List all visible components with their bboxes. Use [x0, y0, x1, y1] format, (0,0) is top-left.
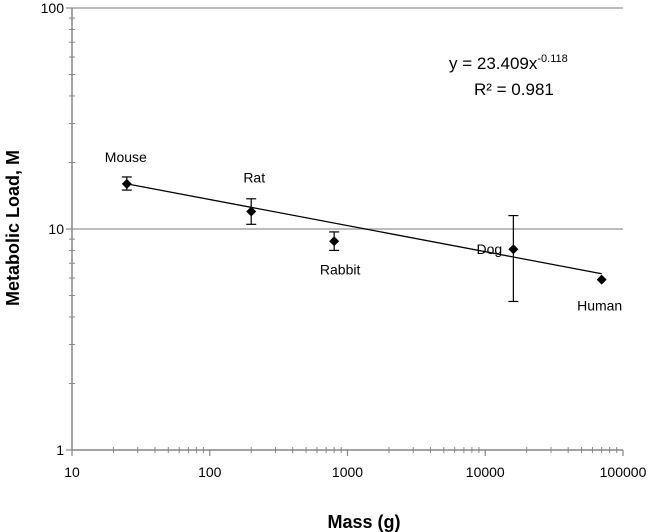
y-tick-label: 1: [56, 442, 64, 458]
x-tick-label: 1000: [332, 464, 363, 480]
data-point-human: [596, 274, 607, 285]
y-tick-label: 10: [48, 221, 64, 237]
trendline-group: [126, 183, 602, 275]
point-label-dog: Dog: [477, 241, 503, 257]
x-tick-label: 100: [198, 464, 222, 480]
y-axis-title: Metabolic Load, M: [3, 150, 23, 306]
gridlines: [72, 7, 623, 230]
data-markers: [121, 178, 607, 285]
y-tick-label: 100: [41, 0, 65, 16]
x-tick-label: 10000: [466, 464, 505, 480]
tick-marks: [66, 7, 624, 456]
point-label-rat: Rat: [243, 170, 265, 186]
trendline-equation: y = 23.409x-0.118: [449, 53, 568, 73]
point-label-human: Human: [577, 298, 622, 314]
data-point-dog: [508, 244, 519, 255]
power-trendline: [126, 183, 602, 275]
data-point-rat: [246, 206, 257, 217]
x-tick-label: 10: [64, 464, 80, 480]
point-labels: Mouse Rat Rabbit Dog Human: [105, 149, 622, 314]
trendline-equation-base: y = 23.409x: [449, 54, 538, 73]
trendline-equation-exponent: -0.118: [537, 53, 567, 65]
data-point-mouse: [121, 178, 132, 189]
point-label-rabbit: Rabbit: [320, 261, 361, 277]
data-point-rabbit: [329, 236, 340, 247]
r-squared-label: R² = 0.981: [474, 80, 554, 99]
point-label-mouse: Mouse: [105, 149, 147, 165]
x-tick-label: 100000: [600, 464, 647, 480]
error-bars: [121, 176, 519, 303]
x-axis-title: Mass (g): [327, 512, 400, 532]
